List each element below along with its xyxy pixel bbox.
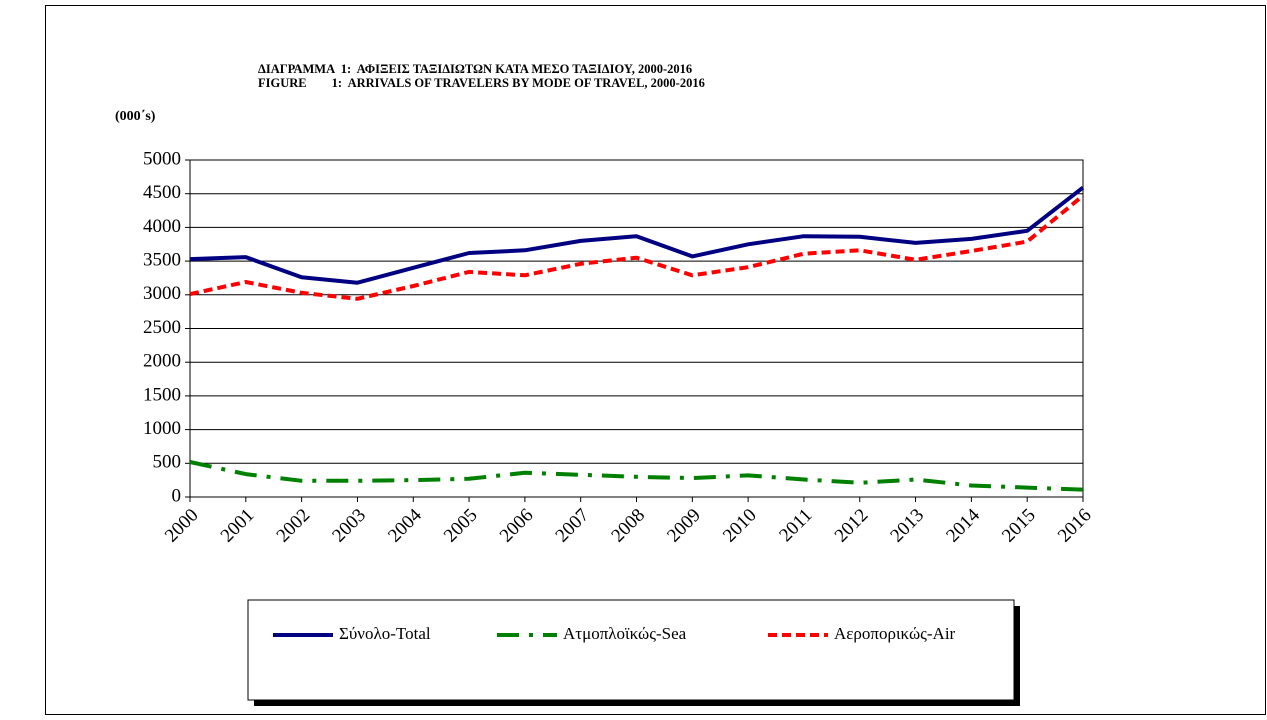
series-line	[189, 186, 1085, 285]
y-tick-label: 2000	[143, 351, 181, 372]
y-tick-label: 1000	[143, 418, 181, 439]
x-tick-label: 2002	[273, 505, 315, 547]
y-tick-label: 0	[172, 485, 182, 506]
y-tick-label: 500	[153, 452, 182, 473]
x-tick-label: 2005	[440, 505, 482, 547]
legend-label: Ατμοπλοϊκώς-Sea	[563, 624, 687, 643]
x-tick-label: 2011	[775, 505, 816, 546]
y-tick-label: 4500	[143, 182, 181, 203]
y-tick-label: 1500	[143, 384, 181, 405]
x-tick-label: 2009	[663, 505, 705, 547]
x-tick-label: 2010	[719, 505, 761, 547]
y-tick-label: 3500	[143, 249, 181, 270]
x-tick-label: 2004	[384, 504, 426, 546]
chart-title: FIGURE 1: ARRIVALS OF TRAVELERS BY MODE …	[258, 76, 705, 90]
y-tick-label: 5000	[143, 148, 181, 169]
x-tick-label: 2012	[831, 505, 873, 547]
legend	[247, 599, 1015, 701]
x-tick-label: 2013	[886, 505, 928, 547]
y-axis-label: (000΄s)	[115, 109, 156, 124]
y-tick-label: 3000	[143, 283, 181, 304]
series-line	[189, 194, 1085, 301]
x-tick-label: 2006	[496, 505, 538, 547]
series-line	[189, 460, 1084, 492]
x-tick-label: 2015	[998, 505, 1040, 547]
x-tick-label: 2008	[607, 505, 649, 547]
x-tick-label: 2000	[161, 505, 203, 547]
x-tick-label: 2003	[328, 505, 370, 547]
x-tick-label: 2001	[217, 505, 259, 547]
y-tick-label: 2500	[143, 317, 181, 338]
x-tick-label: 2014	[942, 504, 984, 546]
legend-label: Αεροπορικώς-Air	[834, 624, 956, 643]
y-tick-label: 4000	[143, 216, 181, 237]
x-tick-label: 2016	[1054, 505, 1096, 547]
x-tick-label: 2007	[552, 505, 594, 547]
chart-title: ΔΙΑΓΡΑΜΜΑ 1: ΑΦΙΞΕΙΣ ΤΑΞΙΔΙΩΤΩΝ ΚΑΤΑ ΜΕΣ…	[258, 62, 692, 76]
chart-frame	[45, 5, 1266, 715]
legend-label: Σύνολο-Total	[339, 624, 431, 643]
